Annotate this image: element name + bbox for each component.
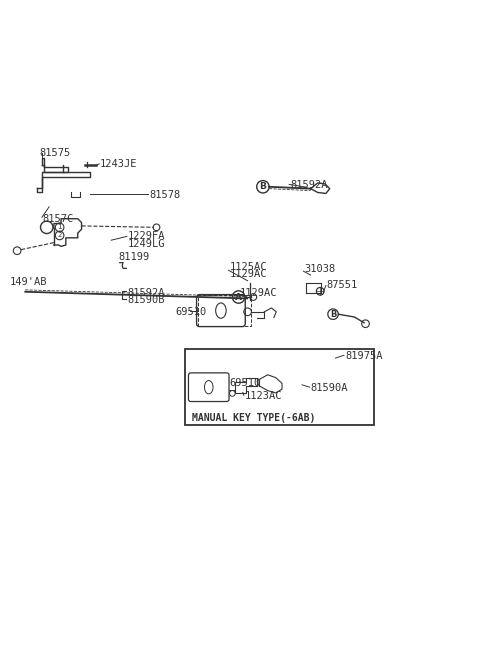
Text: B: B: [260, 182, 266, 191]
Text: 81575: 81575: [39, 148, 71, 158]
Text: 1243JE: 1243JE: [99, 159, 137, 169]
Text: 81592A: 81592A: [290, 180, 328, 191]
Text: 87551: 87551: [326, 280, 357, 290]
Text: 31038: 31038: [304, 264, 336, 274]
Text: MANUAL KEY TYPE(-6AB): MANUAL KEY TYPE(-6AB): [192, 413, 316, 422]
Text: 1125AC: 1125AC: [229, 262, 267, 273]
Text: 1129AC: 1129AC: [229, 269, 267, 279]
Text: 1123AC: 1123AC: [245, 392, 282, 401]
Text: 81590B: 81590B: [128, 296, 165, 306]
Text: 1229FA: 1229FA: [128, 231, 165, 241]
Text: 1249LG: 1249LG: [128, 238, 165, 248]
Text: 1: 1: [58, 224, 62, 231]
Bar: [185, 349, 373, 425]
Text: 81199: 81199: [118, 252, 150, 262]
Text: 149'AB: 149'AB: [10, 277, 48, 286]
Text: 1129AC: 1129AC: [240, 288, 277, 298]
Text: 81975A: 81975A: [345, 351, 383, 361]
Text: 81590A: 81590A: [311, 383, 348, 393]
Text: 81578: 81578: [149, 190, 180, 200]
Text: 8157C: 8157C: [42, 214, 73, 224]
Text: B: B: [330, 309, 336, 319]
Text: 69510: 69510: [176, 307, 207, 317]
Text: 69510: 69510: [229, 378, 261, 388]
Text: A: A: [235, 292, 242, 302]
Text: 81592A: 81592A: [128, 288, 165, 298]
Text: 2: 2: [58, 233, 62, 238]
